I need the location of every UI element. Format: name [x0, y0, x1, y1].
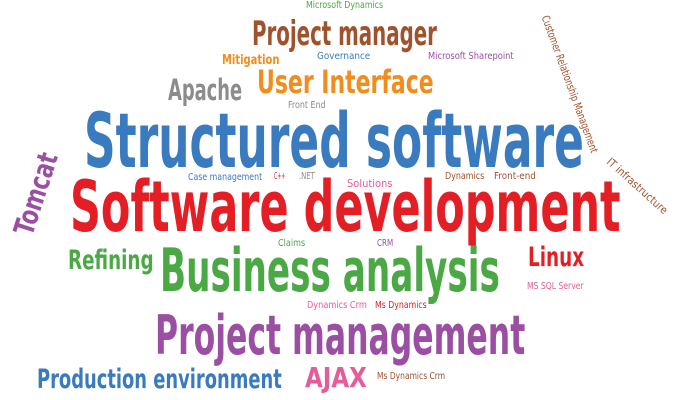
word-production-environment: Production environment [37, 364, 282, 395]
word-cpp: C++ [274, 171, 286, 182]
word-tomcat: Tomcat [7, 148, 65, 240]
word-ms-sql-server: MS SQL Server [527, 281, 584, 292]
word-refining: Refining [68, 245, 154, 276]
word-project-management: Project management [155, 304, 526, 367]
word-governance: Governance [317, 51, 371, 62]
word-structured-software: Structured software [84, 96, 584, 185]
word-mitigation: Mitigation [222, 53, 280, 68]
word-dynamics: Dynamics [445, 171, 485, 182]
word-ms-dynamics: Ms Dynamics [375, 300, 427, 311]
word-linux: Linux [528, 242, 585, 273]
word-business-analysis: Business analysis [160, 236, 500, 306]
word-dotnet: .NET [299, 171, 315, 182]
word-front-end-dash: Front-end [494, 171, 536, 182]
word-solutions: Solutions [347, 177, 393, 190]
word-dynamics-crm: Dynamics Crm [307, 300, 367, 311]
word-user-interface: User Interface [257, 63, 434, 101]
word-claims: Claims [278, 238, 306, 249]
word-crm: CRM [377, 238, 394, 249]
word-software-development: Software development [70, 166, 621, 248]
word-ajax: AJAX [305, 361, 367, 394]
word-case-management: Case management [188, 172, 263, 183]
word-apache: Apache [168, 73, 243, 107]
word-microsoft-sharepoint: Microsoft Sharepoint [428, 51, 514, 62]
word-project-manager: Project manager [252, 14, 437, 54]
word-ms-dynamics-crm: Ms Dynamics Crm [377, 371, 446, 382]
word-microsoft-dynamics: Microsoft Dynamics [306, 0, 384, 11]
word-front-end: Front End [288, 100, 326, 111]
